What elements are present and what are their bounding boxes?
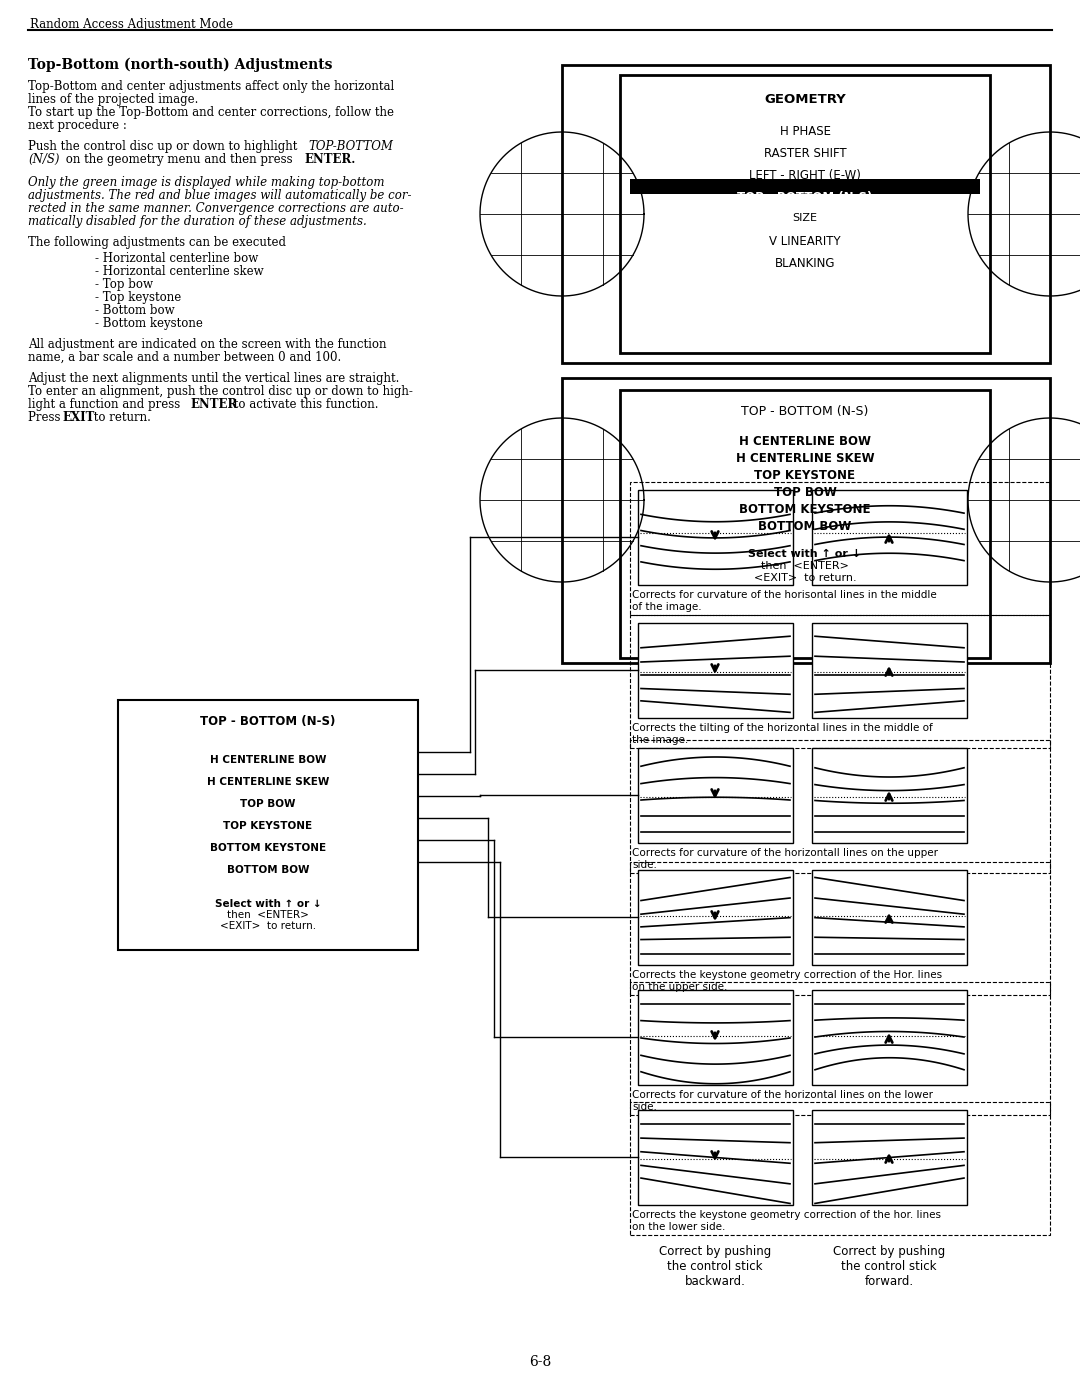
Bar xyxy=(630,982,1050,1115)
Text: ENTER: ENTER xyxy=(190,398,238,411)
Text: SIZE: SIZE xyxy=(793,212,818,224)
Bar xyxy=(620,75,990,353)
Text: Corrects for curvature of the horisontal lines in the middle
of the image.: Corrects for curvature of the horisontal… xyxy=(632,590,936,612)
Text: TOP BOW: TOP BOW xyxy=(773,486,836,499)
Text: adjustments. The red and blue images will automatically be cor-: adjustments. The red and blue images wil… xyxy=(28,189,411,203)
Text: <EXIT>  to return.: <EXIT> to return. xyxy=(754,573,856,583)
Text: rected in the same manner. Convergence corrections are auto-: rected in the same manner. Convergence c… xyxy=(28,203,404,215)
Text: Press: Press xyxy=(28,411,64,425)
Text: H PHASE: H PHASE xyxy=(780,124,831,138)
Text: - Horizontal centerline skew: - Horizontal centerline skew xyxy=(95,265,264,278)
Text: - Bottom bow: - Bottom bow xyxy=(95,305,175,317)
Text: Corrects for curvature of the horizontall lines on the upper
side.: Corrects for curvature of the horizontal… xyxy=(632,848,939,869)
Bar xyxy=(630,740,1050,873)
Text: - Horizontal centerline bow: - Horizontal centerline bow xyxy=(95,251,258,265)
Text: then  <ENTER>: then <ENTER> xyxy=(227,909,309,921)
Bar xyxy=(630,179,980,194)
Text: EXIT: EXIT xyxy=(62,411,94,425)
Text: matically disabled for the duration of these adjustments.: matically disabled for the duration of t… xyxy=(28,215,367,228)
Text: Corrects for curvature of the horizontal lines on the lower
side.: Corrects for curvature of the horizontal… xyxy=(632,1090,933,1112)
Text: (N/S): (N/S) xyxy=(28,154,59,166)
Text: To start up the Top-Bottom and center corrections, follow the: To start up the Top-Bottom and center co… xyxy=(28,106,394,119)
Text: Only the green image is displayed while making top-bottom: Only the green image is displayed while … xyxy=(28,176,384,189)
Text: H CENTERLINE BOW: H CENTERLINE BOW xyxy=(210,754,326,766)
Text: then  <ENTER>: then <ENTER> xyxy=(761,562,849,571)
Text: next procedure :: next procedure : xyxy=(28,119,126,131)
Text: to activate this function.: to activate this function. xyxy=(230,398,378,411)
Bar xyxy=(638,990,793,1085)
Bar xyxy=(620,390,990,658)
Text: H CENTERLINE SKEW: H CENTERLINE SKEW xyxy=(735,453,875,465)
Text: Adjust the next alignments until the vertical lines are straight.: Adjust the next alignments until the ver… xyxy=(28,372,400,386)
Text: TOP-BOTTOM: TOP-BOTTOM xyxy=(308,140,393,154)
Text: <EXIT>  to return.: <EXIT> to return. xyxy=(220,921,316,930)
Bar xyxy=(638,623,793,718)
Text: to return.: to return. xyxy=(90,411,151,425)
Text: BOTTOM KEYSTONE: BOTTOM KEYSTONE xyxy=(210,842,326,854)
Bar xyxy=(812,870,967,965)
Bar xyxy=(630,615,1050,747)
Text: 6-8: 6-8 xyxy=(529,1355,551,1369)
Bar xyxy=(812,1111,967,1206)
Text: BOTTOM BOW: BOTTOM BOW xyxy=(227,865,309,875)
Bar xyxy=(812,990,967,1085)
Text: LEFT - RIGHT (E-W): LEFT - RIGHT (E-W) xyxy=(750,169,861,182)
Text: Top-Bottom and center adjustments affect only the horizontal: Top-Bottom and center adjustments affect… xyxy=(28,80,394,94)
Text: RASTER SHIFT: RASTER SHIFT xyxy=(764,147,847,161)
Text: Push the control disc up or down to highlight: Push the control disc up or down to high… xyxy=(28,140,301,154)
Text: name, a bar scale and a number between 0 and 100.: name, a bar scale and a number between 0… xyxy=(28,351,341,365)
Text: - Top keystone: - Top keystone xyxy=(95,291,181,305)
Text: TOP KEYSTONE: TOP KEYSTONE xyxy=(755,469,855,482)
Text: Corrects the keystone geometry correction of the hor. lines
on the lower side.: Corrects the keystone geometry correctio… xyxy=(632,1210,941,1232)
Text: Select with ↑ or ↓: Select with ↑ or ↓ xyxy=(215,900,322,909)
Text: GEOMETRY: GEOMETRY xyxy=(765,94,846,106)
Text: lines of the projected image.: lines of the projected image. xyxy=(28,94,199,106)
Text: TOP - BOTTOM (N-S): TOP - BOTTOM (N-S) xyxy=(200,715,336,728)
Text: V LINEARITY: V LINEARITY xyxy=(769,235,841,249)
Text: TOP - BOTTOM (N-S): TOP - BOTTOM (N-S) xyxy=(741,405,868,418)
Text: The following adjustments can be executed: The following adjustments can be execute… xyxy=(28,236,286,249)
Text: BOTTOM KEYSTONE: BOTTOM KEYSTONE xyxy=(739,503,870,515)
Text: H CENTERLINE SKEW: H CENTERLINE SKEW xyxy=(206,777,329,787)
Text: Correct by pushing
the control stick
backward.: Correct by pushing the control stick bac… xyxy=(659,1245,771,1288)
Text: ENTER.: ENTER. xyxy=(303,154,355,166)
Text: Top-Bottom (north-south) Adjustments: Top-Bottom (north-south) Adjustments xyxy=(28,59,333,73)
Bar xyxy=(562,379,1050,664)
Text: light a function and press: light a function and press xyxy=(28,398,184,411)
Bar xyxy=(630,482,1050,615)
Bar xyxy=(638,490,793,585)
Text: Corrects the tilting of the horizontal lines in the middle of
the image.: Corrects the tilting of the horizontal l… xyxy=(632,724,933,745)
Text: Corrects the keystone geometry correction of the Hor. lines
on the upper side.: Corrects the keystone geometry correctio… xyxy=(632,970,942,992)
Bar xyxy=(630,862,1050,995)
Bar xyxy=(638,870,793,965)
Text: Correct by pushing
the control stick
forward.: Correct by pushing the control stick for… xyxy=(833,1245,945,1288)
Bar xyxy=(638,1111,793,1206)
Text: All adjustment are indicated on the screen with the function: All adjustment are indicated on the scre… xyxy=(28,338,387,351)
Bar xyxy=(812,490,967,585)
Text: - Top bow: - Top bow xyxy=(95,278,153,291)
Bar xyxy=(812,623,967,718)
Bar xyxy=(638,747,793,842)
Text: BOTTOM BOW: BOTTOM BOW xyxy=(758,520,852,534)
Text: Random Access Adjustment Mode: Random Access Adjustment Mode xyxy=(30,18,233,31)
Text: TOP BOW: TOP BOW xyxy=(240,799,296,809)
Text: H CENTERLINE BOW: H CENTERLINE BOW xyxy=(739,434,870,448)
Text: TOP - BOTTOM (N-S): TOP - BOTTOM (N-S) xyxy=(738,191,873,204)
Text: - Bottom keystone: - Bottom keystone xyxy=(95,317,203,330)
Text: TOP KEYSTONE: TOP KEYSTONE xyxy=(224,821,312,831)
Text: Select with ↑ or ↓: Select with ↑ or ↓ xyxy=(748,549,862,559)
Bar xyxy=(562,66,1050,363)
Text: on the geometry menu and then press: on the geometry menu and then press xyxy=(62,154,296,166)
Bar xyxy=(630,1102,1050,1235)
Text: BLANKING: BLANKING xyxy=(774,257,835,270)
Bar xyxy=(812,747,967,842)
Text: To enter an alignment, push the control disc up or down to high-: To enter an alignment, push the control … xyxy=(28,386,413,398)
Bar xyxy=(118,700,418,950)
